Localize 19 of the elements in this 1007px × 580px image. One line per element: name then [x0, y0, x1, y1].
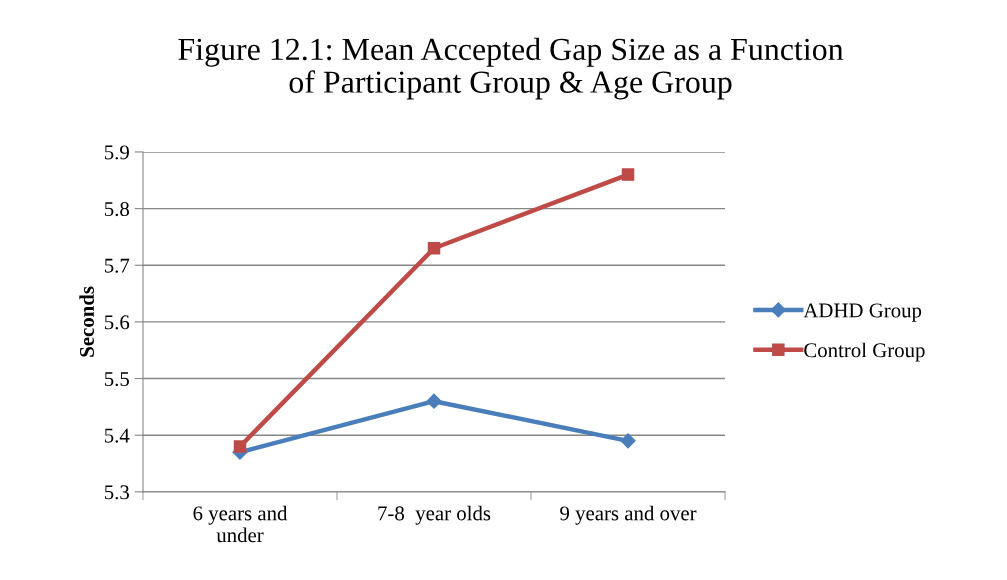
point [233, 440, 247, 453]
legend-label: ADHD Group [803, 303, 922, 322]
y-axis-title: Seconds [79, 286, 94, 357]
point [621, 168, 635, 181]
y-tick-label: 5.7 [104, 258, 130, 273]
y-tick-label: 5.9 [104, 145, 129, 160]
x-tick-label: 6 years and under [193, 505, 288, 543]
point [426, 393, 442, 409]
y-tick-label: 5.5 [104, 372, 129, 387]
chart-title: Figure 12.1: Mean Accepted Gap Size as a Function of Participant Group & Age Group [178, 37, 844, 100]
x-tick-label: 7-8 year olds [378, 505, 491, 525]
y-tick-label: 5.3 [104, 485, 129, 500]
y-tick-label: 5.8 [104, 201, 130, 217]
legend-label: Control Group [804, 342, 925, 362]
y-tick-label: 5.6 [104, 315, 130, 330]
x-tick-label: 9 years and over [560, 505, 697, 525]
y-tick-label: 5.4 [104, 428, 130, 443]
point [620, 433, 636, 449]
point [427, 242, 441, 255]
